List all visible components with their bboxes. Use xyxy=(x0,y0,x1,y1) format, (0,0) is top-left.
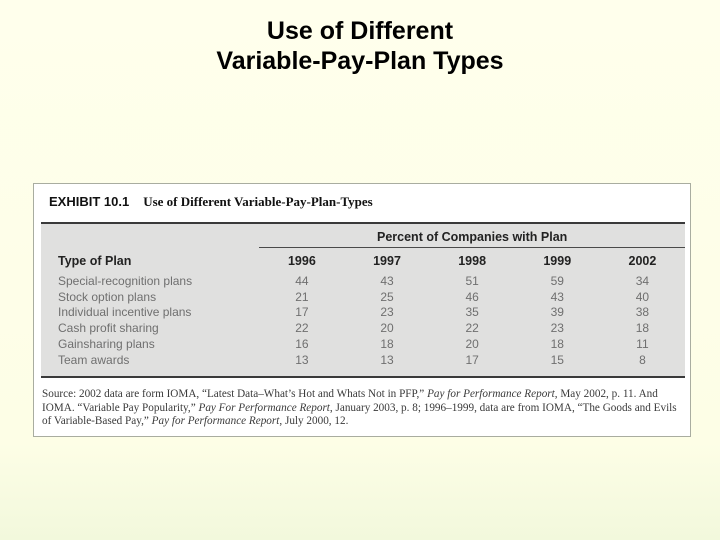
value-cell: 20 xyxy=(380,321,394,336)
exhibit-title: Use of Different Variable-Pay-Plan-Types xyxy=(143,194,373,209)
value-cell: 18 xyxy=(635,321,650,336)
value-cell: 16 xyxy=(295,336,309,351)
value-cell: 35 xyxy=(465,305,479,320)
slide-title: Use of Different Variable-Pay-Plan Types xyxy=(0,16,720,76)
variable-pay-plan-table: Percent of Companies with Plan Type of P… xyxy=(41,222,685,379)
plan-label: Gainsharing plans xyxy=(58,336,155,351)
source-text: , May 2002, p. 11. And IOMA. “Variable P… xyxy=(42,388,658,414)
plan-label: Cash profit sharing xyxy=(58,321,159,336)
value-cell: 25 xyxy=(380,289,394,304)
value-cell: 13 xyxy=(380,352,394,367)
value-cell: 44 xyxy=(295,274,309,288)
value-cell: 22 xyxy=(465,321,479,336)
value-cell: 17 xyxy=(295,305,309,320)
table-row: Cash profit sharing 22 20 22 23 18 xyxy=(41,321,685,337)
value-cell: 20 xyxy=(465,336,479,351)
column-header-1998: 1998 xyxy=(458,254,487,268)
value-cell: 43 xyxy=(550,289,564,304)
value-cell: 21 xyxy=(295,289,309,304)
value-cell: 23 xyxy=(550,321,564,336)
plan-label: Individual incentive plans xyxy=(58,305,192,320)
source-citation-italic: Pay For Performance Report xyxy=(198,401,330,414)
exhibit-label: EXHIBIT 10.1 xyxy=(49,194,130,209)
table-row: Team awards 13 13 17 15 8 xyxy=(41,353,685,378)
plan-label: Stock option plans xyxy=(58,289,157,304)
column-header-1996: 1996 xyxy=(287,254,316,268)
exhibit-header: EXHIBIT 10.1 Use of Different Variable-Pa… xyxy=(49,194,680,210)
slide-title-line1: Use of Different xyxy=(266,17,454,45)
value-cell: 18 xyxy=(380,336,394,351)
column-header-type-of-plan: Type of Plan xyxy=(58,253,132,268)
source-citation-italic: Pay for Performance Report xyxy=(151,415,280,428)
plan-label: Special-recognition plans xyxy=(58,274,193,288)
plan-label: Team awards xyxy=(58,352,130,367)
value-cell: 13 xyxy=(295,352,309,367)
column-header-1997: 1997 xyxy=(373,254,401,268)
table-row: Stock option plans 21 25 46 43 40 xyxy=(41,290,685,306)
span-header-row: Percent of Companies with Plan xyxy=(41,223,685,248)
value-cell: 18 xyxy=(550,336,564,351)
value-cell: 34 xyxy=(635,274,650,288)
value-cell: 11 xyxy=(636,336,649,351)
column-header-2002: 2002 xyxy=(628,254,657,268)
table-row: Gainsharing plans 16 18 20 18 11 xyxy=(41,337,685,353)
source-text: , July 2000, 12. xyxy=(279,415,349,428)
source-text: Source: 2002 data are form IOMA, “Latest… xyxy=(42,388,428,400)
value-cell: 40 xyxy=(635,289,650,304)
value-cell: 38 xyxy=(635,305,650,320)
source-citation-italic: Pay for Performance Report xyxy=(427,388,555,400)
column-header-1999: 1999 xyxy=(543,254,572,268)
value-cell: 8 xyxy=(639,352,646,367)
column-header-row: Type of Plan 1996 1997 1998 1999 2002 xyxy=(41,248,685,273)
value-cell: 51 xyxy=(465,274,479,288)
value-cell: 43 xyxy=(380,274,394,288)
value-cell: 15 xyxy=(550,352,564,367)
exhibit-panel: EXHIBIT 10.1 Use of Different Variable-Pa… xyxy=(33,183,691,437)
value-cell: 39 xyxy=(550,305,564,320)
value-cell: 59 xyxy=(550,274,564,288)
span-header-spacer xyxy=(41,223,259,248)
value-cell: 22 xyxy=(295,321,309,336)
slide-title-line2: Variable-Pay-Plan Types xyxy=(216,47,504,75)
value-cell: 23 xyxy=(380,305,394,320)
table-row: Special-recognition plans 44 43 51 59 34 xyxy=(41,272,685,290)
value-cell: 46 xyxy=(465,289,479,304)
source-note: Source: 2002 data are form IOMA, “Latest… xyxy=(42,388,682,429)
source-text: , January 2003, p. 8; 1996–1999, data ar… xyxy=(42,401,677,428)
table-row: Individual incentive plans 17 23 35 39 3… xyxy=(41,305,685,321)
span-header: Percent of Companies with Plan xyxy=(259,223,685,248)
value-cell: 17 xyxy=(465,352,479,367)
